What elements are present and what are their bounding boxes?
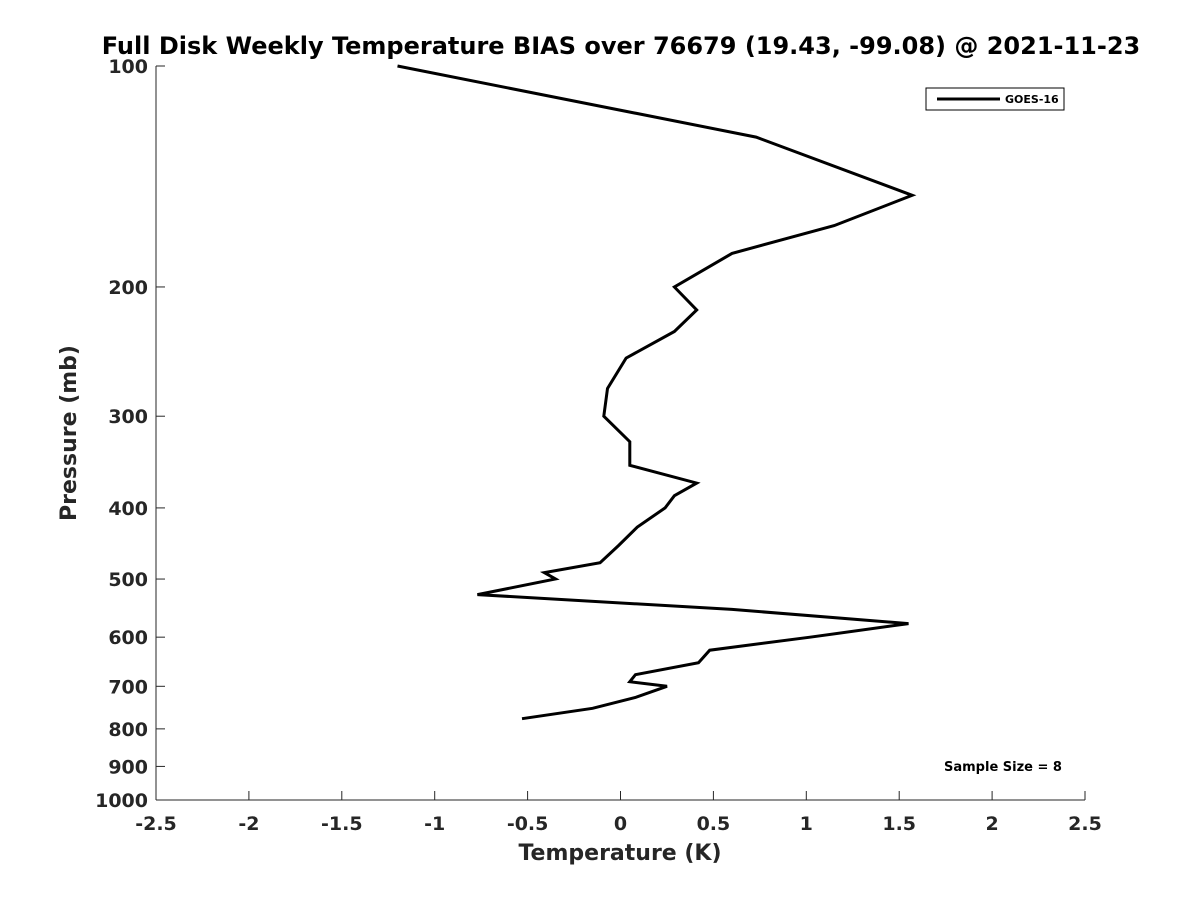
y-tick-label: 400 xyxy=(108,498,148,520)
y-tick-label: 200 xyxy=(108,277,148,299)
chart-title: Full Disk Weekly Temperature BIAS over 7… xyxy=(102,32,1141,60)
x-axis-label: Temperature (K) xyxy=(518,841,721,866)
legend-label-goes-16: GOES-16 xyxy=(1005,93,1059,106)
y-tick-label: 300 xyxy=(108,406,148,428)
x-tick-label: -0.5 xyxy=(507,813,549,835)
series-layer xyxy=(397,64,917,721)
y-axis-ticks: 100 200 300 400 500 600 700 800 900 1000 xyxy=(95,56,165,812)
x-tick-label: -2.5 xyxy=(135,813,177,835)
x-tick-label: 0.5 xyxy=(697,813,731,835)
x-axis-ticks: -2.5 -2 -1.5 -1 -0.5 0 0.5 1 1.5 2 2.5 xyxy=(135,791,1102,835)
y-tick-label: 600 xyxy=(108,627,148,649)
sample-size-annotation: Sample Size = 8 xyxy=(944,760,1062,775)
x-tick-label: 1 xyxy=(800,813,813,835)
legend: GOES-16 xyxy=(925,87,1065,111)
x-tick-label: 2.5 xyxy=(1068,813,1102,835)
y-axis-label: Pressure (mb) xyxy=(57,345,82,521)
x-tick-label: 0 xyxy=(614,813,627,835)
x-tick-label: -1.5 xyxy=(321,813,363,835)
y-tick-label: 500 xyxy=(108,569,148,591)
y-tick-label: 1000 xyxy=(95,790,148,812)
x-tick-label: -2 xyxy=(238,813,259,835)
y-tick-label: 900 xyxy=(108,756,148,778)
x-tick-label: 2 xyxy=(985,813,998,835)
x-tick-label: -1 xyxy=(424,813,445,835)
series-line-goes-16 xyxy=(397,64,917,721)
y-tick-label: 800 xyxy=(108,719,148,741)
x-tick-label: 1.5 xyxy=(882,813,916,835)
y-tick-label: 700 xyxy=(108,676,148,698)
y-tick-label: 100 xyxy=(108,56,148,78)
